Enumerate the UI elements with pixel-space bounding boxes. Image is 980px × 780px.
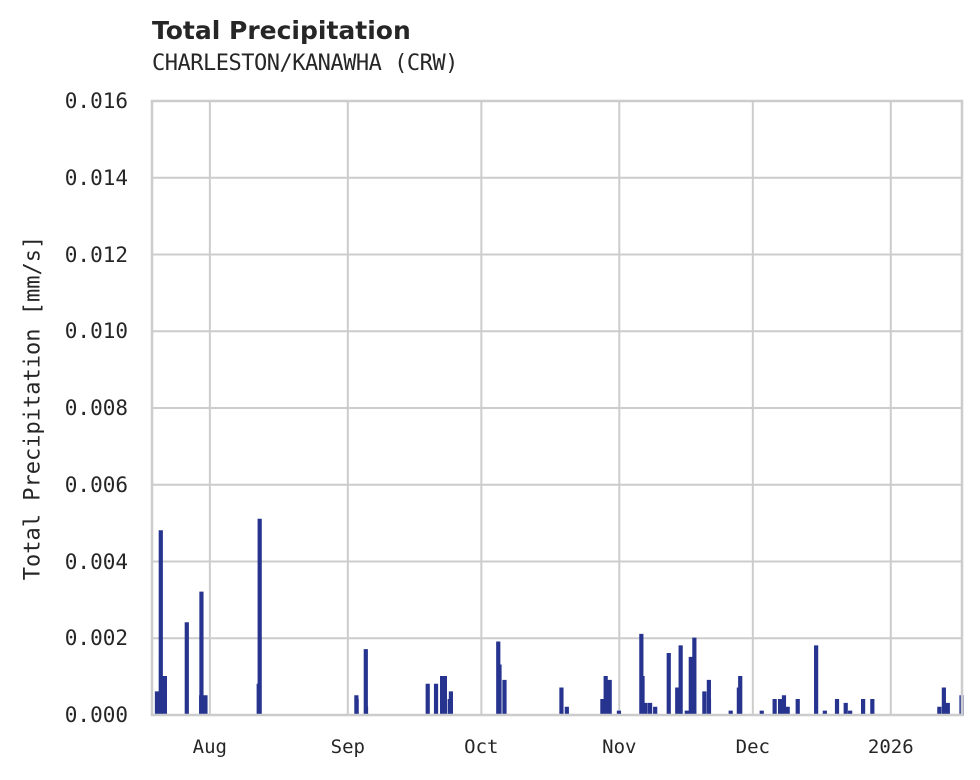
precipitation-series [152,519,963,715]
gridlines [152,101,962,715]
plot-area [0,0,980,780]
precipitation-line [152,519,963,715]
